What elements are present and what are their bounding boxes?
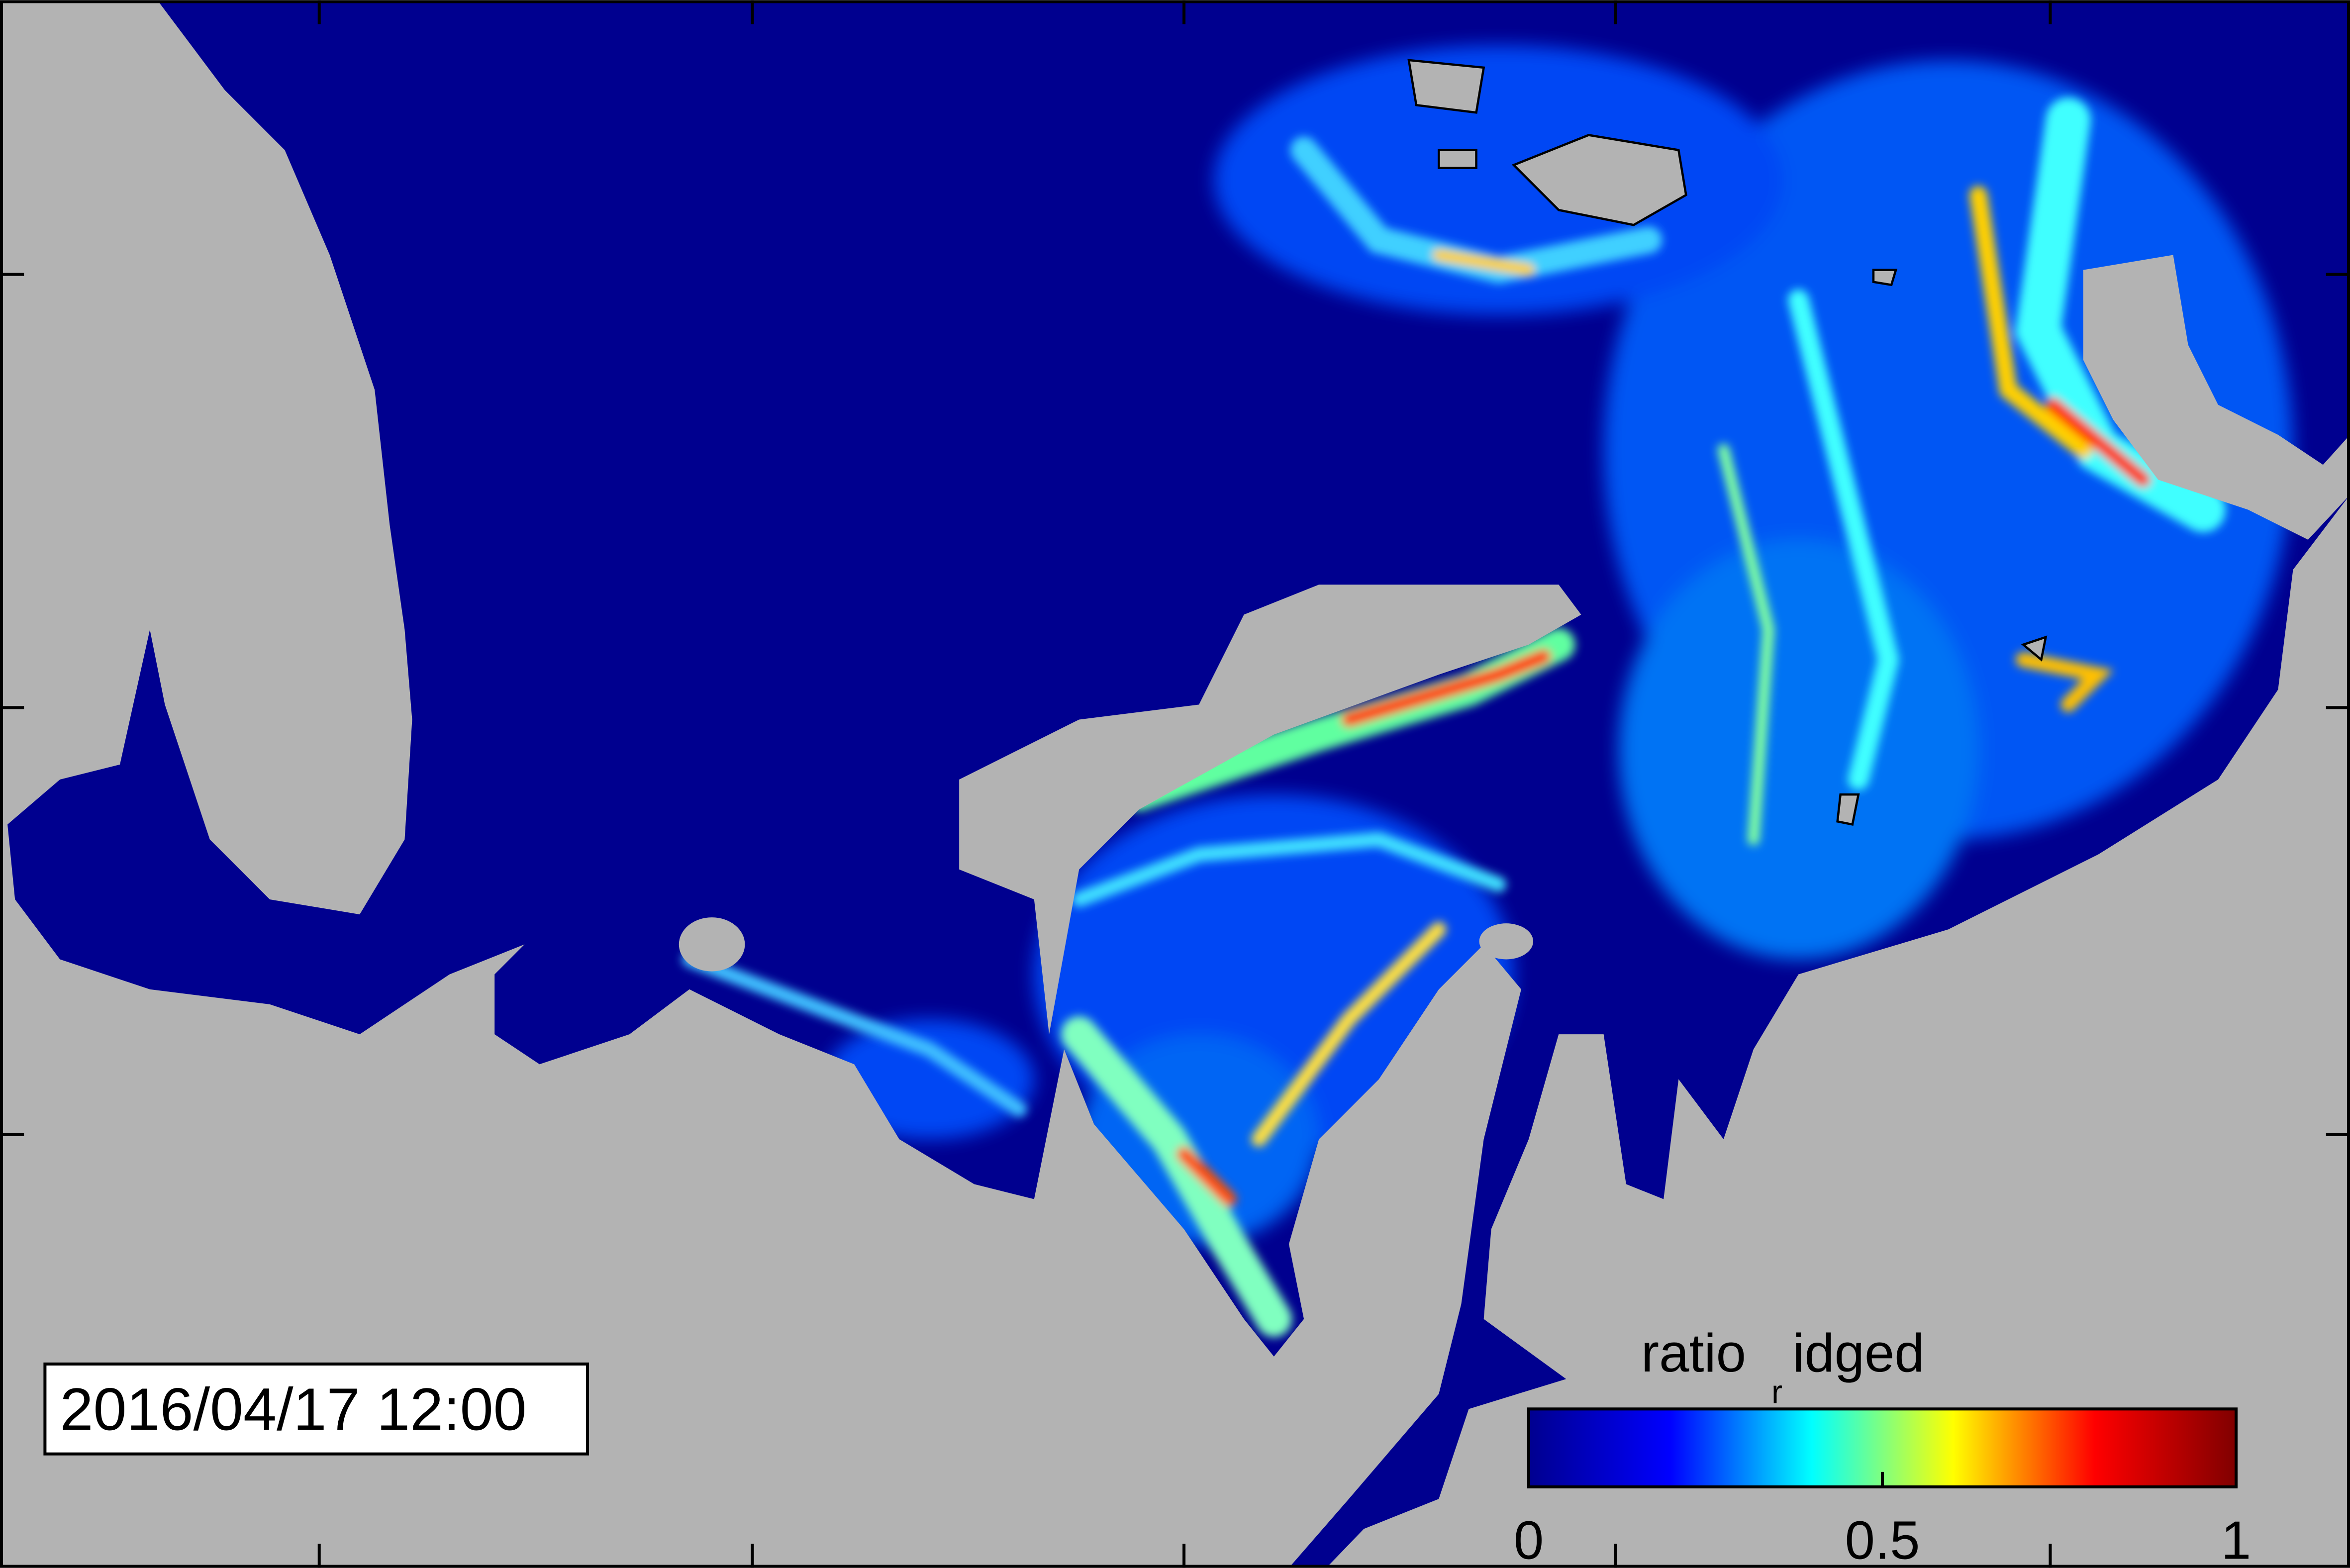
colorbar-label: ratio — [1641, 1323, 1746, 1383]
colorbar-tick-label: 0.5 — [1845, 1510, 1920, 1568]
timestamp-frame — [43, 1362, 589, 1456]
colorbar-label: idged — [1792, 1323, 1924, 1383]
colorbar-tick-label: 1 — [2221, 1510, 2251, 1568]
timestamp: 2016/04/17 12:00 — [60, 1375, 527, 1443]
colorbar-tick-label: 0 — [1514, 1510, 1544, 1568]
colorbar: ratio r idged 0 0.5 1 — [1514, 1323, 2251, 1568]
islands — [679, 59, 2350, 1035]
colorbar-label-subscript: r — [1771, 1373, 1782, 1410]
timestamp-box: 2016/04/17 12:00 — [43, 1362, 589, 1456]
